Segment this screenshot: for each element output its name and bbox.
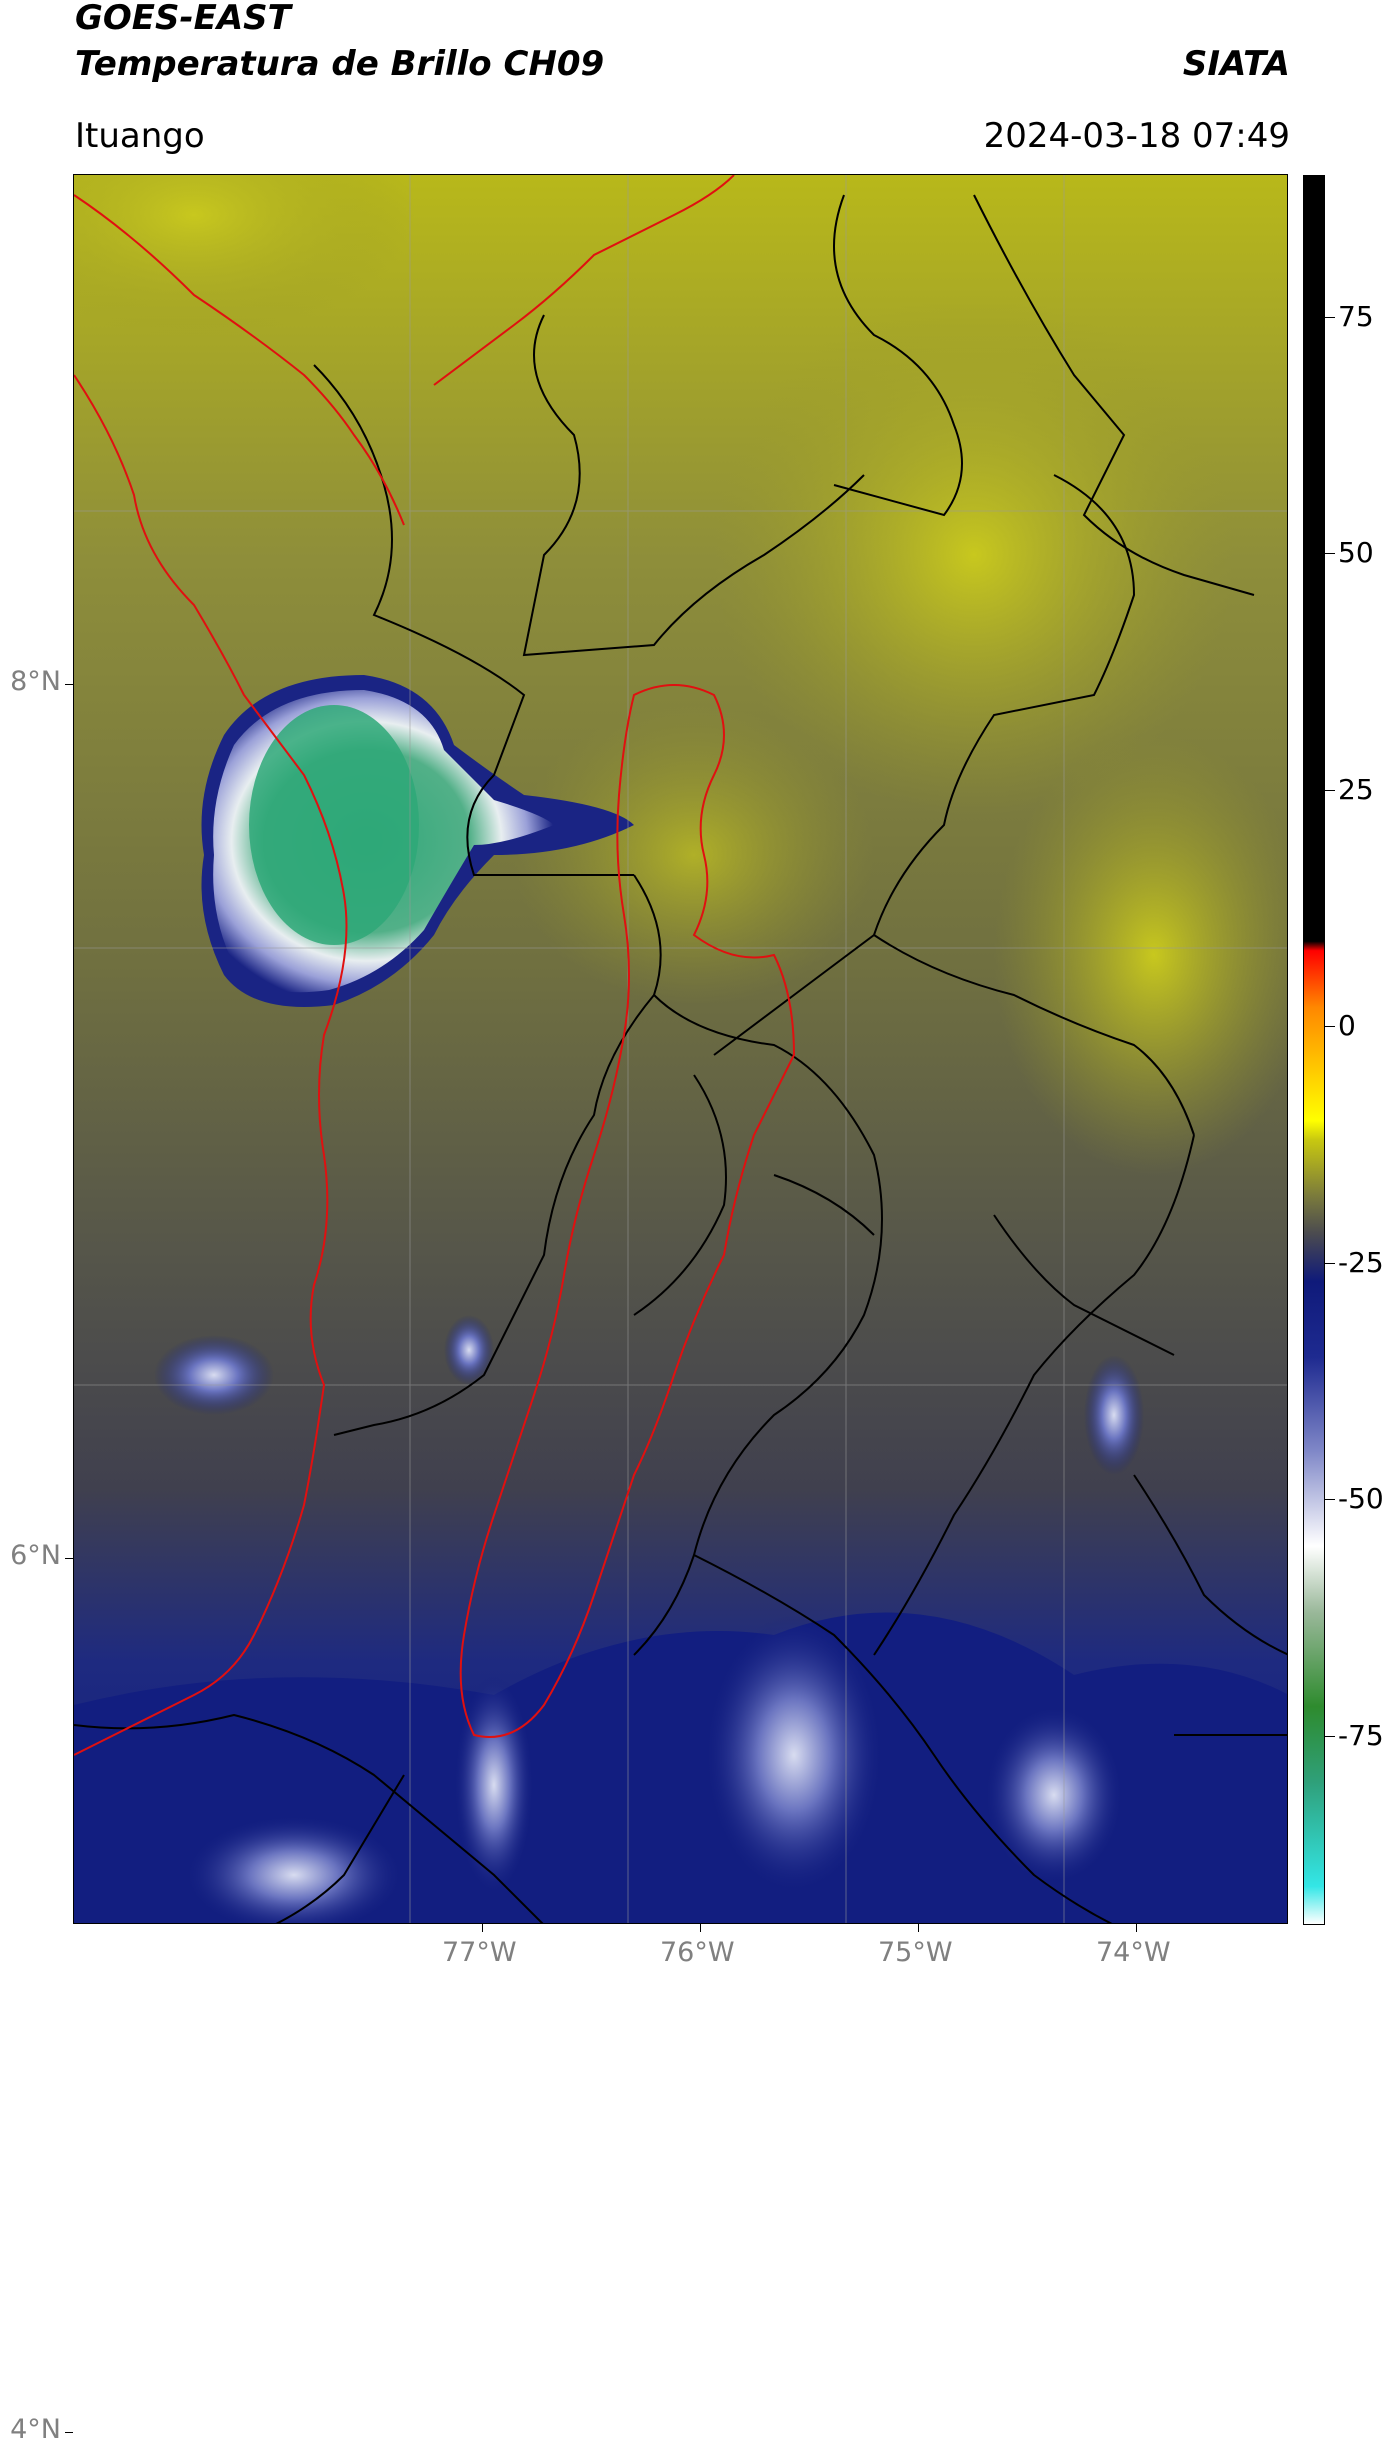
cold-cloud-spot-5 — [1084, 1355, 1144, 1475]
lon-tick-label: 76°W — [660, 1937, 735, 1968]
lat-tick-mark — [65, 2432, 73, 2433]
cold-cloud-spot-2 — [704, 1615, 884, 1895]
colorbar-tick-label: 50 — [1338, 536, 1374, 570]
warm-patch-nw — [74, 175, 414, 335]
cold-cloud-spot-3 — [984, 1705, 1124, 1885]
colorbar-tick-label: 75 — [1338, 299, 1374, 333]
colorbar-tick-mark — [1325, 1262, 1335, 1264]
colorbar-tick-mark — [1325, 789, 1335, 791]
colorbar-tick-label: 0 — [1338, 1009, 1356, 1043]
colorbar-tick-label: -25 — [1338, 1245, 1384, 1279]
country-border — [74, 374, 348, 1756]
coastline-north — [74, 194, 405, 526]
satellite-map — [73, 174, 1288, 1924]
lat-tick-label: 4°N — [10, 2414, 61, 2445]
lon-tick-label: 74°W — [1096, 1937, 1171, 1968]
warm-patch-ne — [714, 295, 1234, 815]
product-title: Temperatura de Brillo CH09 — [75, 44, 605, 84]
lon-tick-mark — [482, 1924, 483, 1932]
colorbar-tick-mark — [1325, 1026, 1335, 1028]
convective-core — [249, 705, 419, 945]
lon-tick-label: 77°W — [442, 1937, 517, 1968]
colorbar-tick-mark — [1325, 316, 1335, 318]
gulf-coast — [433, 175, 735, 386]
lat-tick-mark — [65, 684, 73, 685]
cold-cloud-spot-4 — [184, 1815, 404, 1923]
colorbar — [1303, 175, 1325, 1925]
timestamp-label: 2024-03-18 07:49 — [983, 116, 1290, 156]
lon-tick-mark — [918, 1924, 919, 1932]
watershed-boundary — [459, 684, 796, 1738]
warm-patch-e — [994, 735, 1287, 1175]
colorbar-tick-label: -75 — [1338, 1718, 1384, 1752]
lat-tick-label: 8°N — [10, 666, 61, 697]
lat-tick-mark — [65, 1558, 73, 1559]
lat-tick-label: 6°N — [10, 1540, 61, 1571]
colorbar-tick-label: -50 — [1338, 1482, 1384, 1516]
colorbar-tick-mark — [1325, 1499, 1335, 1501]
lon-tick-mark — [700, 1924, 701, 1932]
cold-cloud-spot-6 — [154, 1335, 274, 1415]
colorbar-tick-mark — [1325, 1735, 1335, 1737]
colorbar-tick-mark — [1325, 553, 1335, 555]
satellite-title: GOES-EAST — [75, 0, 291, 38]
cold-cloud-spot-1 — [454, 1675, 534, 1895]
department-boundaries — [74, 194, 1287, 1923]
warm-patch-center — [514, 705, 874, 1005]
organization-label: SIATA — [1182, 44, 1290, 84]
colorbar-tick-label: 25 — [1338, 772, 1374, 806]
lon-tick-mark — [1136, 1924, 1137, 1932]
cold-cloud-spot-7 — [444, 1315, 494, 1385]
lon-tick-label: 75°W — [878, 1937, 953, 1968]
red-boundaries — [74, 175, 796, 1756]
region-label: Ituango — [75, 116, 205, 156]
brightness-temperature-map — [74, 175, 1287, 1923]
